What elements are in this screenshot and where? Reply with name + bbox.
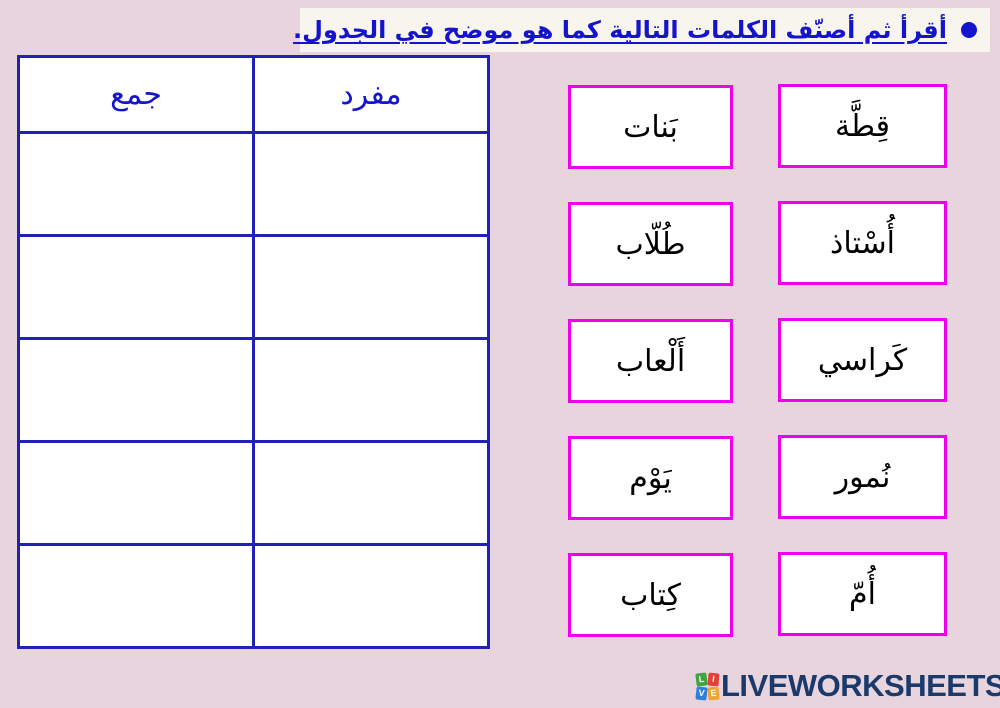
instruction-text: أقرأ ثم أصنّف الكلمات التالية كما هو موض… — [293, 16, 947, 44]
plural-answer-cell[interactable] — [17, 440, 255, 546]
table-row — [17, 337, 490, 443]
plural-answer-cell[interactable] — [17, 131, 255, 237]
word-card[interactable]: كِتاب — [568, 553, 733, 637]
word-card[interactable]: يَوْم — [568, 436, 733, 520]
table-header-singular: مفرد — [252, 55, 490, 134]
table-row — [17, 234, 490, 340]
plural-answer-cell[interactable] — [17, 543, 255, 649]
word-card[interactable]: أَلْعاب — [568, 319, 733, 403]
singular-answer-cell[interactable] — [252, 234, 490, 340]
logo-wordmark: LIVEWORKSHEETS — [721, 668, 1000, 703]
singular-answer-cell[interactable] — [252, 543, 490, 649]
logo-tile-i: I — [707, 672, 720, 686]
table-header-row: جمع مفرد — [17, 55, 490, 134]
table-row — [17, 131, 490, 237]
sorting-table: جمع مفرد — [17, 55, 490, 649]
instruction-banner: أقرأ ثم أصنّف الكلمات التالية كما هو موض… — [293, 8, 990, 52]
word-card[interactable]: كَراسي — [778, 318, 947, 402]
singular-answer-cell[interactable] — [252, 440, 490, 546]
plural-answer-cell[interactable] — [17, 337, 255, 443]
word-card[interactable]: أُسْتاذ — [778, 201, 947, 285]
word-cards-left-column: بَنات طُلّاب أَلْعاب يَوْم كِتاب — [568, 85, 733, 637]
logo-tile-l: L — [695, 671, 708, 687]
word-card[interactable]: طُلّاب — [568, 202, 733, 286]
singular-answer-cell[interactable] — [252, 131, 490, 237]
plural-answer-cell[interactable] — [17, 234, 255, 340]
liveworksheets-icon: L I V E — [695, 671, 720, 701]
logo-tile-v: V — [695, 685, 708, 701]
word-cards-right-column: قِطَّة أُسْتاذ كَراسي نُمور أُمّ — [778, 84, 947, 636]
word-card[interactable]: بَنات — [568, 85, 733, 169]
word-card[interactable]: نُمور — [778, 435, 947, 519]
singular-answer-cell[interactable] — [252, 337, 490, 443]
table-header-plural: جمع — [17, 55, 255, 134]
table-row — [17, 543, 490, 649]
liveworksheets-logo: L I V E LIVEWORKSHEETS — [695, 668, 1000, 704]
word-card[interactable]: قِطَّة — [778, 84, 947, 168]
bullet-icon — [961, 22, 977, 38]
word-card[interactable]: أُمّ — [778, 552, 947, 636]
logo-tile-e: E — [707, 686, 720, 700]
table-row — [17, 440, 490, 546]
